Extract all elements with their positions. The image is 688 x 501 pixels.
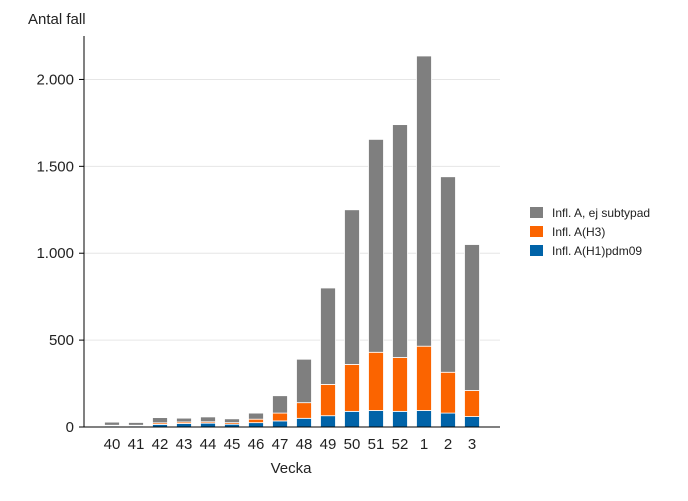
bar-52-series-1 bbox=[392, 357, 408, 412]
y-tick-label-500: 500 bbox=[49, 332, 74, 349]
bar-46-series-2 bbox=[248, 412, 264, 420]
bar-48-series-1 bbox=[296, 402, 312, 419]
x-tick-label-51: 51 bbox=[368, 436, 385, 453]
x-tick-label-49: 49 bbox=[320, 436, 337, 453]
y-tick-label-2000: 2.000 bbox=[36, 71, 74, 88]
bar-49-series-0 bbox=[320, 415, 336, 428]
bar-40-series-2 bbox=[104, 421, 120, 426]
x-tick-label-45: 45 bbox=[224, 436, 241, 453]
legend-swatch-0 bbox=[530, 207, 543, 218]
bar-51-series-2 bbox=[368, 138, 384, 353]
axis-layer: 0 500 1.000 1.500 2.000 40 41 42 43 44 45 46 47 48 49 5… bbox=[36, 36, 500, 453]
x-tick-label-52: 52 bbox=[392, 436, 409, 453]
x-tick-label-50: 50 bbox=[344, 436, 361, 453]
x-tick-label-40: 40 bbox=[104, 436, 121, 453]
bar-47-series-0 bbox=[272, 420, 288, 428]
bar-45-series-2 bbox=[224, 418, 240, 424]
bar-47-series-1 bbox=[272, 412, 288, 422]
x-tick-label-42: 42 bbox=[152, 436, 169, 453]
bar-51-series-0 bbox=[368, 410, 384, 428]
bar-47-series-2 bbox=[272, 395, 288, 414]
x-tick-label-47: 47 bbox=[272, 436, 289, 453]
bar-46-series-1 bbox=[248, 418, 264, 424]
bar-49-series-2 bbox=[320, 287, 336, 385]
bar-1-series-1 bbox=[416, 345, 432, 411]
x-axis-title: Vecka bbox=[271, 460, 313, 477]
bars-layer bbox=[104, 55, 480, 428]
bar-2-series-0 bbox=[440, 412, 456, 428]
bar-2-series-2 bbox=[440, 176, 456, 373]
bar-42-series-2 bbox=[152, 417, 168, 424]
bar-3-series-2 bbox=[464, 244, 480, 391]
x-tick-label-3: 3 bbox=[468, 436, 476, 453]
bar-43-series-0 bbox=[176, 423, 192, 428]
bar-1-series-2 bbox=[416, 55, 432, 347]
bar-50-series-0 bbox=[344, 410, 360, 428]
bar-41-series-2 bbox=[128, 422, 144, 426]
bar-52-series-2 bbox=[392, 124, 408, 358]
legend-swatch-2 bbox=[530, 245, 543, 256]
y-tick-label-1000: 1.000 bbox=[36, 245, 74, 262]
bar-50-series-2 bbox=[344, 209, 360, 365]
bar-1-series-0 bbox=[416, 410, 432, 428]
y-axis-title: Antal fall bbox=[28, 11, 86, 28]
y-tick-label-0: 0 bbox=[66, 419, 74, 436]
bar-50-series-1 bbox=[344, 364, 360, 412]
y-tick-label-1500: 1.500 bbox=[36, 158, 74, 175]
x-tick-label-44: 44 bbox=[200, 436, 217, 453]
legend-swatch-1 bbox=[530, 226, 543, 237]
x-tick-label-41: 41 bbox=[128, 436, 145, 453]
bar-49-series-1 bbox=[320, 384, 336, 417]
bar-44-series-2 bbox=[200, 416, 216, 423]
legend-label-2: Infl. A(H1)pdm09 bbox=[552, 244, 642, 258]
bar-44-series-0 bbox=[200, 422, 216, 428]
x-tick-label-2: 2 bbox=[444, 436, 452, 453]
bar-52-series-0 bbox=[392, 410, 408, 428]
x-tick-label-48: 48 bbox=[296, 436, 313, 453]
bar-2-series-1 bbox=[440, 371, 456, 414]
grid-layer bbox=[84, 78, 500, 341]
bar-48-series-0 bbox=[296, 417, 312, 428]
legend-label-0: Infl. A, ej subtypad bbox=[552, 206, 650, 220]
x-tick-label-43: 43 bbox=[176, 436, 193, 453]
bar-3-series-0 bbox=[464, 416, 480, 428]
bar-3-series-1 bbox=[464, 390, 480, 417]
legend: Infl. A, ej subtypad Infl. A(H3) Infl. A(H… bbox=[530, 206, 650, 258]
bar-43-series-2 bbox=[176, 417, 192, 423]
bar-51-series-1 bbox=[368, 351, 384, 411]
legend-label-1: Infl. A(H3) bbox=[552, 225, 605, 239]
x-tick-label-1: 1 bbox=[420, 436, 428, 453]
bar-46-series-0 bbox=[248, 422, 264, 428]
x-tick-label-46: 46 bbox=[248, 436, 265, 453]
bar-48-series-2 bbox=[296, 358, 312, 404]
